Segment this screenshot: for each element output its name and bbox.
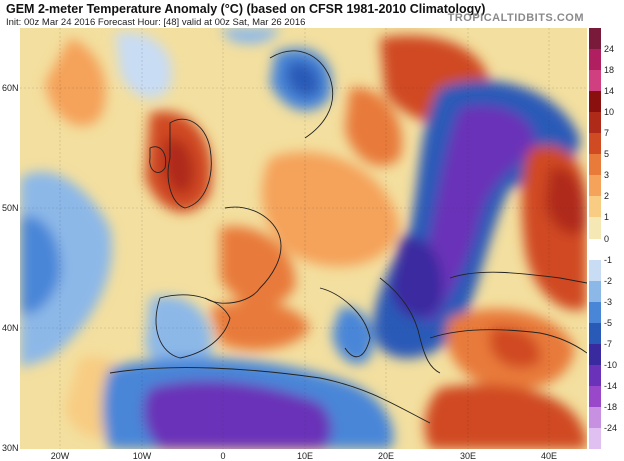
- colorbar-cell: [589, 112, 601, 134]
- atlantic-cold-core: [20, 216, 61, 315]
- colorbar-label: 10: [604, 107, 615, 118]
- anomaly-map: [20, 28, 587, 449]
- norway-cold-core: [286, 61, 320, 98]
- north-africa-cold-core: [143, 380, 332, 449]
- colorbar-label: 0: [604, 233, 610, 244]
- colorbar-label: 7: [604, 128, 610, 139]
- colorbar-cell: [589, 49, 601, 71]
- colorbar-label: -10: [604, 359, 618, 370]
- anomaly-field: [20, 28, 587, 449]
- colorbar-cell: [589, 427, 601, 450]
- mediterranean-warm: [210, 300, 310, 351]
- central-europe-warm: [261, 151, 400, 267]
- colorbar-label: -5: [604, 317, 613, 328]
- colorbar-label: 24: [604, 44, 615, 55]
- lon-label-10e: 10E: [296, 451, 314, 461]
- colorbar-cell: [589, 238, 601, 261]
- north-sea-cool: [220, 28, 280, 44]
- colorbar-cell: [589, 217, 601, 239]
- lon-label-20w: 20W: [50, 451, 70, 461]
- lon-label-0: 0: [220, 451, 226, 461]
- colorbar-cell: [589, 280, 601, 303]
- colorbar-cell: [589, 70, 601, 92]
- atlantic-cool-patch: [20, 171, 112, 368]
- colorbar-label: 1: [604, 212, 610, 223]
- colorbar-label: 18: [604, 65, 615, 76]
- colorbar-label: 2: [604, 191, 610, 202]
- coastlines: [109, 50, 587, 424]
- north-atlantic-cool: [115, 32, 172, 99]
- colorbar-label: -1: [604, 254, 613, 265]
- colorbar-label: -2: [604, 275, 613, 286]
- italy-cold: [332, 307, 374, 364]
- colorbar-label: -18: [604, 401, 618, 412]
- chart-title: GEM 2-meter Temperature Anomaly (°C) (ba…: [6, 2, 486, 16]
- colorbar-label: 5: [604, 149, 610, 160]
- colorbar-label: -14: [604, 380, 618, 391]
- colorbar-cell: [589, 175, 601, 197]
- lat-label-30n: 30N: [2, 443, 19, 453]
- colorbar-cell: [589, 154, 601, 176]
- colorbar-label: 3: [604, 170, 610, 181]
- france-warm: [220, 226, 296, 307]
- baltic-warm: [345, 87, 402, 167]
- lon-label-10w: 10W: [132, 451, 152, 461]
- atlantic-warm-patch: [45, 38, 106, 126]
- colorbar-label: -3: [604, 296, 613, 307]
- colorbar-label: -7: [604, 338, 613, 349]
- lat-label-50n: 50N: [2, 203, 19, 213]
- colorbar-cell: [589, 385, 601, 408]
- eastern-cold-core: [415, 105, 536, 321]
- balkans-cold-core: [390, 236, 443, 319]
- lon-label-20e: 20E: [377, 451, 395, 461]
- colorbar-cell: [589, 259, 601, 282]
- colorbar-cell: [589, 322, 601, 345]
- colorbar-cell: [589, 301, 601, 324]
- lon-label-40e: 40E: [540, 451, 558, 461]
- lon-label-30e: 30E: [459, 451, 477, 461]
- colorbar-cell: [589, 364, 601, 387]
- colorbar: [589, 28, 601, 450]
- russia-warm-core: [545, 167, 587, 234]
- graticule: [20, 28, 587, 449]
- colorbar-cell: [589, 343, 601, 366]
- lat-label-60n: 60N: [2, 83, 19, 93]
- colorbar-label: -24: [604, 422, 618, 433]
- turkey-warm-core: [490, 327, 541, 368]
- chart-subtitle: Init: 00z Mar 24 2016 Forecast Hour: [48…: [6, 17, 306, 28]
- colorbar-cell: [589, 406, 601, 429]
- colorbar-cell: [589, 91, 601, 113]
- colorbar-label: 14: [604, 86, 615, 97]
- middle-east-warm: [424, 384, 587, 449]
- colorbar-cell: [589, 196, 601, 218]
- colorbar-cell: [589, 133, 601, 155]
- lat-label-40n: 40N: [2, 323, 19, 333]
- brand-watermark: TROPICALTIDBITS.COM: [447, 12, 584, 24]
- colorbar-cell: [589, 28, 601, 50]
